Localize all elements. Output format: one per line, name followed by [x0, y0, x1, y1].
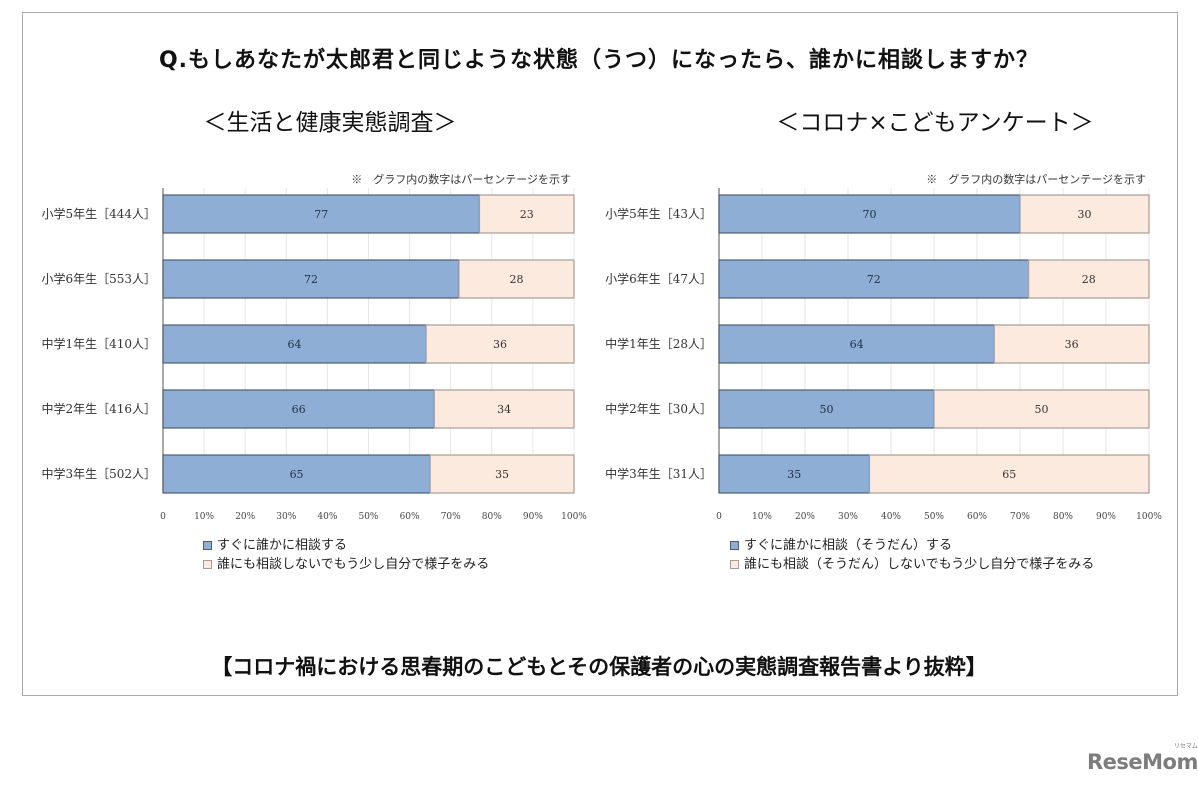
x-tick-label: 60% [400, 512, 420, 522]
category-label: 小学6年生［553人］ [41, 271, 156, 286]
bar-consult [718, 324, 995, 364]
bar-value-label: 28 [1082, 273, 1096, 286]
bar-consult [162, 454, 431, 494]
bar-not-consult [1028, 259, 1150, 299]
legend-label-not-consult: 誰にも相談（そうだん）しないでもう少し自分で様子をみる [744, 557, 1095, 572]
x-tick-label: 60% [967, 512, 987, 522]
bar-consult [162, 259, 460, 299]
logo-text: ReseMom [1087, 750, 1198, 774]
legend-label-consult: すぐに誰かに相談（そうだん）する [744, 538, 953, 553]
question-title: Q.もしあなたが太郎君と同じような状態（うつ）になったら、誰かに相談しますか？ [158, 48, 1040, 73]
x-tick-label: 40% [881, 512, 901, 522]
x-tick-label: 80% [1053, 512, 1073, 522]
bar-value-label: 28 [509, 273, 523, 286]
legend-swatch-consult [730, 541, 739, 550]
x-tick-label: 90% [1096, 512, 1116, 522]
bar-not-consult [993, 324, 1150, 364]
category-label: 中学3年生［502人］ [41, 466, 156, 481]
bar-value-label: 50 [1035, 403, 1049, 416]
bar-value-label: 77 [314, 208, 328, 221]
category-label: 小学6年生［47人］ [605, 271, 712, 286]
bar-value-label: 36 [493, 338, 507, 351]
bar-not-consult [433, 389, 575, 429]
category-label: 中学2年生［30人］ [605, 401, 712, 416]
x-tick-label: 20% [235, 512, 255, 522]
legend-swatch-consult [203, 541, 212, 550]
bar-not-consult [1019, 194, 1150, 234]
bar-value-label: 72 [304, 273, 318, 286]
x-tick-label: 100% [1136, 512, 1162, 522]
bar-value-label: 34 [497, 403, 511, 416]
bar-value-label: 66 [292, 403, 306, 416]
bar-consult [718, 194, 1021, 234]
bar-consult [162, 324, 427, 364]
chart-right: ※ グラフ内の数字はパーセンテージを示す 0 10% 20% 30% 40% 50% 60% 7… [605, 172, 1162, 522]
bar-value-label: 30 [1078, 208, 1092, 221]
x-tick-label: 10% [194, 512, 214, 522]
bar-not-consult [458, 259, 575, 299]
x-tick-label: 50% [358, 512, 378, 522]
bar-not-consult [933, 389, 1150, 429]
bar-value-label: 64 [288, 338, 302, 351]
bar-consult [718, 259, 1030, 299]
bar-value-label: 50 [820, 403, 834, 416]
legend-label-not-consult: 誰にも相談しないでもう少し自分で様子をみる [217, 557, 490, 572]
logo-small-text: リセマム [1173, 743, 1198, 750]
x-tick-label: 70% [441, 512, 461, 522]
category-label: 中学1年生［410人］ [41, 336, 156, 351]
legend-right: すぐに誰かに相談（そうだん）する 誰にも相談（そうだん）しないでもう少し自分で様… [730, 536, 1094, 574]
legend-item-not-consult: 誰にも相談（そうだん）しないでもう少し自分で様子をみる [730, 555, 1094, 574]
bar-value-label: 70 [863, 208, 877, 221]
bar-value-label: 36 [1065, 338, 1079, 351]
chart-note: ※ グラフ内の数字はパーセンテージを示す [926, 172, 1146, 186]
legend-item-consult: すぐに誰かに相談（そうだん）する [730, 536, 1094, 555]
x-tick-label: 20% [795, 512, 815, 522]
category-label: 中学1年生［28人］ [605, 336, 712, 351]
bar-not-consult [425, 324, 575, 364]
legend-left: すぐに誰かに相談する 誰にも相談しないでもう少し自分で様子をみる [203, 536, 489, 574]
x-tick-label: 80% [482, 512, 502, 522]
x-tick-label: 50% [924, 512, 944, 522]
category-label: 中学3年生［31人］ [605, 466, 712, 481]
x-tick-label: 40% [317, 512, 337, 522]
legend-item-not-consult: 誰にも相談しないでもう少し自分で様子をみる [203, 555, 489, 574]
x-tick-label: 90% [523, 512, 543, 522]
x-tick-label: 0 [160, 512, 166, 522]
legend-swatch-not-consult [730, 560, 739, 569]
x-tick-label: 0 [716, 512, 722, 522]
bar-consult [718, 389, 935, 429]
category-label: 中学2年生［416人］ [41, 401, 156, 416]
bar-value-label: 35 [787, 468, 801, 481]
bar-value-label: 35 [495, 468, 509, 481]
bar-not-consult [429, 454, 575, 494]
bar-value-label: 65 [290, 468, 304, 481]
legend-swatch-not-consult [203, 560, 212, 569]
legend-label-consult: すぐに誰かに相談する [217, 538, 348, 553]
x-tick-label: 30% [838, 512, 858, 522]
chart-left: ※ グラフ内の数字はパーセンテージを示す 0 10% 20% 30% 40% 50% 60% 7… [41, 172, 587, 522]
chart-title-left: ＜生活と健康実態調査＞ [203, 110, 457, 136]
bar-consult [162, 194, 481, 234]
x-tick-label: 100% [561, 512, 587, 522]
x-tick-label: 30% [276, 512, 296, 522]
resemom-logo: ReseMom リセマム [1087, 743, 1198, 774]
bar-consult [718, 454, 871, 494]
bar-value-label: 64 [850, 338, 864, 351]
bar-value-label: 72 [867, 273, 881, 286]
source-footer: 【コロナ禍における思春期のこどもとその保護者の心の実態調査報告書より抜粋】 [211, 655, 987, 679]
x-tick-label: 10% [752, 512, 772, 522]
chart-title-right: ＜コロナ×こどもアンケート＞ [776, 110, 1094, 136]
category-label: 小学5年生［444人］ [41, 206, 156, 221]
bar-value-label: 23 [520, 208, 534, 221]
category-label: 小学5年生［43人］ [605, 206, 712, 221]
chart-note: ※ グラフ内の数字はパーセンテージを示す [351, 172, 571, 186]
bar-not-consult [478, 194, 575, 234]
legend-item-consult: すぐに誰かに相談する [203, 536, 489, 555]
bar-value-label: 65 [1002, 468, 1016, 481]
x-tick-label: 70% [1010, 512, 1030, 522]
bar-not-consult [868, 454, 1150, 494]
